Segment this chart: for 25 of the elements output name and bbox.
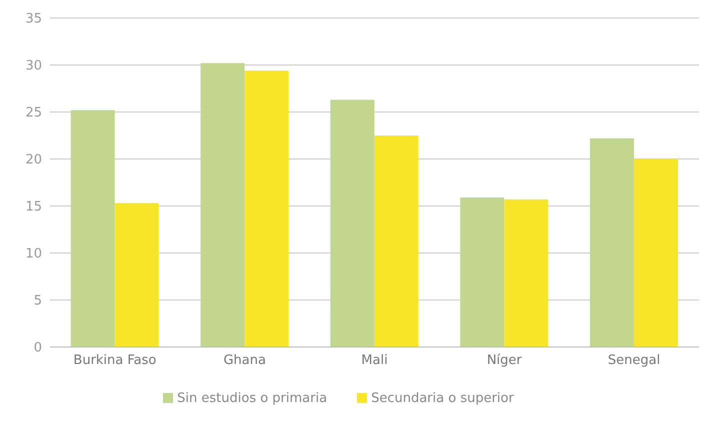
- y-tick-label: 0: [34, 340, 42, 356]
- bar: [590, 138, 634, 347]
- y-tick-label: 35: [25, 12, 42, 27]
- x-tick-label: Níger: [486, 353, 522, 368]
- y-tick-label: 20: [25, 152, 42, 168]
- bar: [114, 203, 159, 347]
- y-tick-label: 15: [25, 200, 42, 215]
- y-tick-label: 30: [25, 58, 42, 74]
- x-tick-label: Ghana: [223, 353, 266, 368]
- x-tick-label: Burkina Faso: [73, 353, 156, 368]
- bar: [634, 159, 678, 347]
- legend-label: Sin estudios o primaria: [177, 391, 328, 406]
- y-tick-label: 25: [25, 106, 42, 121]
- bar: [460, 198, 504, 347]
- bar: [70, 110, 115, 347]
- bar: [374, 136, 418, 347]
- bar: [330, 100, 374, 347]
- y-tick-label: 5: [34, 294, 42, 309]
- bar: [504, 199, 548, 347]
- bar: [244, 70, 289, 347]
- legend-label: Secundaria o superior: [371, 391, 514, 406]
- y-tick-label: 10: [25, 246, 42, 262]
- x-tick-label: Mali: [361, 353, 388, 368]
- bar: [200, 63, 245, 347]
- x-tick-label: Senegal: [608, 353, 660, 368]
